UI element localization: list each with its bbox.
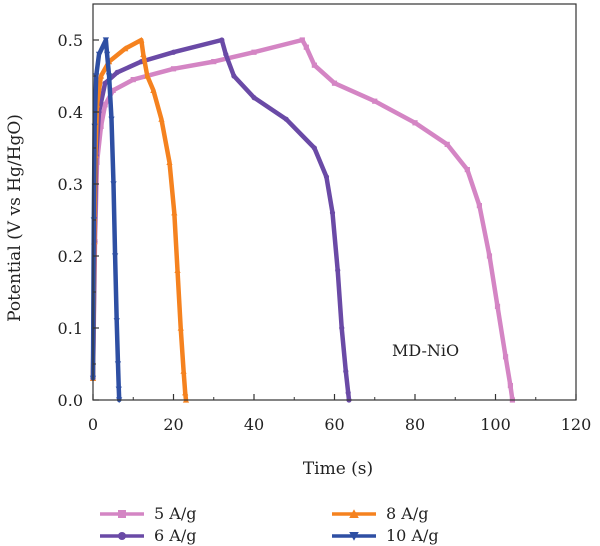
data-point (329, 210, 336, 216)
data-point (110, 87, 116, 93)
y-tick-label: 0.0 (58, 391, 83, 410)
data-point (231, 73, 237, 79)
data-point (223, 51, 229, 58)
data-point (494, 303, 501, 309)
data-point (115, 386, 122, 393)
y-tick-label: 0.2 (58, 247, 83, 266)
series-10-a-g (89, 37, 123, 404)
data-point (182, 389, 189, 396)
data-point (150, 87, 157, 93)
data-point (114, 361, 122, 368)
series-line (90, 37, 352, 403)
data-point (219, 37, 225, 43)
y-tick-label: 0.3 (58, 175, 83, 194)
data-point (303, 44, 309, 50)
data-point (113, 318, 120, 324)
data-point (170, 49, 177, 55)
x-tick-label: 0 (88, 415, 98, 434)
x-tick-label: 40 (244, 415, 264, 434)
legend-item: 6 A/g (100, 526, 196, 545)
data-point (345, 390, 351, 396)
data-point (97, 72, 105, 79)
data-point (323, 174, 330, 180)
data-point (335, 267, 341, 273)
x-axis-label: Time (s) (303, 459, 373, 479)
data-point (122, 45, 129, 52)
x-tick-label: 20 (163, 415, 183, 434)
data-point (102, 80, 108, 86)
data-point (144, 72, 151, 79)
data-point (114, 69, 120, 75)
y-tick-label: 0.5 (58, 31, 83, 50)
data-point (166, 159, 173, 165)
x-tick-label: 120 (561, 415, 592, 434)
y-tick-label: 0.4 (58, 103, 83, 122)
legend: 5 A/g 6 A/g 8 A/g 10 A/g (100, 504, 439, 545)
data-point (174, 267, 181, 273)
axes-layer: 0 20 40 60 80 100 120 0.0 0.1 0.2 0.3 0.4 0.5 (58, 3, 592, 434)
data-point (251, 95, 257, 101)
data-point (110, 181, 117, 188)
data-point (444, 141, 450, 147)
data-point (105, 73, 113, 80)
legend-item: 8 A/g (332, 504, 428, 523)
series-line (90, 37, 515, 403)
legend-swatch-marker (349, 532, 359, 541)
data-point (283, 116, 289, 122)
data-point (170, 66, 177, 72)
data-point (138, 36, 145, 43)
y-axis-label: Potential (V vs Hg/HgO) (5, 114, 25, 322)
data-point (158, 116, 165, 122)
data-point (211, 59, 217, 65)
x-tick-label: 60 (324, 415, 344, 434)
data-point (103, 51, 111, 58)
data-point (177, 324, 184, 331)
data-point (476, 203, 482, 209)
series-6-a-g (90, 37, 352, 403)
data-point (108, 116, 115, 123)
data-point (251, 49, 257, 55)
data-point (372, 98, 378, 104)
data-point (502, 354, 509, 360)
legend-swatch-marker (118, 510, 126, 518)
data-point (339, 325, 345, 331)
data-point (171, 209, 178, 216)
data-point (311, 145, 317, 151)
series-layer (89, 36, 516, 404)
legend-label: 5 A/g (154, 504, 196, 523)
series-line (90, 37, 189, 403)
data-point (95, 51, 103, 58)
y-tick-label: 0.1 (58, 319, 83, 338)
legend-label: 6 A/g (154, 526, 196, 545)
legend-swatch-marker (349, 509, 359, 518)
data-point (180, 368, 187, 374)
x-tick-label: 80 (405, 415, 425, 434)
data-point (507, 383, 513, 389)
data-point (412, 120, 418, 126)
data-point (343, 368, 349, 374)
data-point (140, 51, 147, 57)
data-point (112, 253, 119, 260)
data-point (486, 253, 493, 259)
legend-label: 10 A/g (386, 526, 439, 545)
data-point (93, 73, 100, 80)
data-point (102, 102, 108, 108)
legend-item: 10 A/g (332, 526, 439, 545)
legend-item: 5 A/g (100, 504, 196, 523)
data-point (130, 77, 136, 83)
data-point (464, 167, 470, 173)
x-tick-label: 100 (480, 415, 511, 434)
annotation-md-nio: MD-NiO (392, 341, 459, 360)
data-point (98, 123, 104, 129)
data-point (311, 62, 317, 68)
data-point (299, 37, 305, 43)
data-point (102, 37, 109, 44)
legend-swatch-marker (118, 532, 126, 540)
legend-label: 8 A/g (386, 504, 428, 523)
data-point (331, 80, 338, 86)
